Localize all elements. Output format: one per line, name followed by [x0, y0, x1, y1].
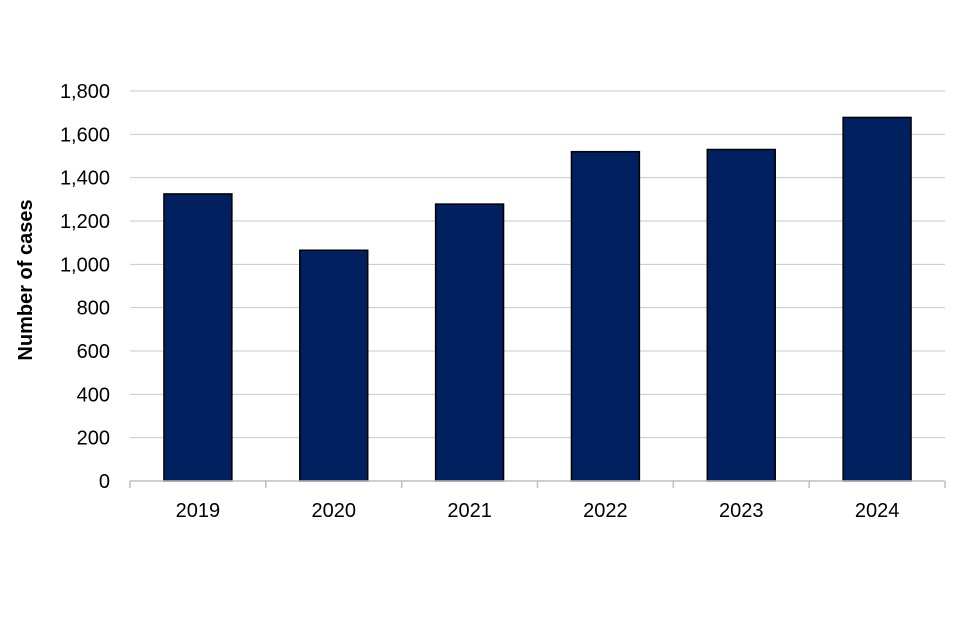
bar-2020 — [299, 249, 369, 482]
gridlines — [130, 90, 945, 439]
y-tick-label: 1,400 — [60, 168, 110, 190]
y-tick-label: 1,200 — [60, 211, 110, 233]
y-tick-label: 0 — [99, 471, 110, 493]
y-tick-label: 400 — [77, 384, 110, 406]
x-tick-label: 2021 — [447, 500, 492, 522]
bars — [163, 116, 912, 482]
y-tick-label: 800 — [77, 298, 110, 320]
y-tick-labels: 0 200 400 600 800 1,000 1,200 1,400 1,600 1,800 — [60, 81, 110, 493]
x-tick-label: 2019 — [176, 500, 221, 522]
y-tick-label: 600 — [77, 341, 110, 363]
bar-2023 — [706, 148, 776, 482]
bar-2024 — [842, 116, 912, 482]
x-tick-labels: 2019 2020 2021 2022 2023 2024 — [176, 500, 900, 522]
y-tick-label: 1,800 — [60, 81, 110, 103]
bar-2019 — [163, 193, 233, 482]
x-tick-label: 2022 — [583, 500, 628, 522]
bar-2022 — [570, 150, 641, 482]
bar-2021 — [434, 203, 505, 482]
x-tick-label: 2023 — [719, 500, 764, 522]
x-tick-label: 2024 — [855, 500, 900, 522]
x-tick-label: 2020 — [312, 500, 357, 522]
y-tick-label: 1,600 — [60, 124, 110, 146]
axes — [129, 480, 946, 488]
y-tick-label: 1,000 — [60, 254, 110, 276]
y-axis-title: Number of cases — [15, 199, 37, 360]
y-tick-label: 200 — [77, 428, 110, 450]
